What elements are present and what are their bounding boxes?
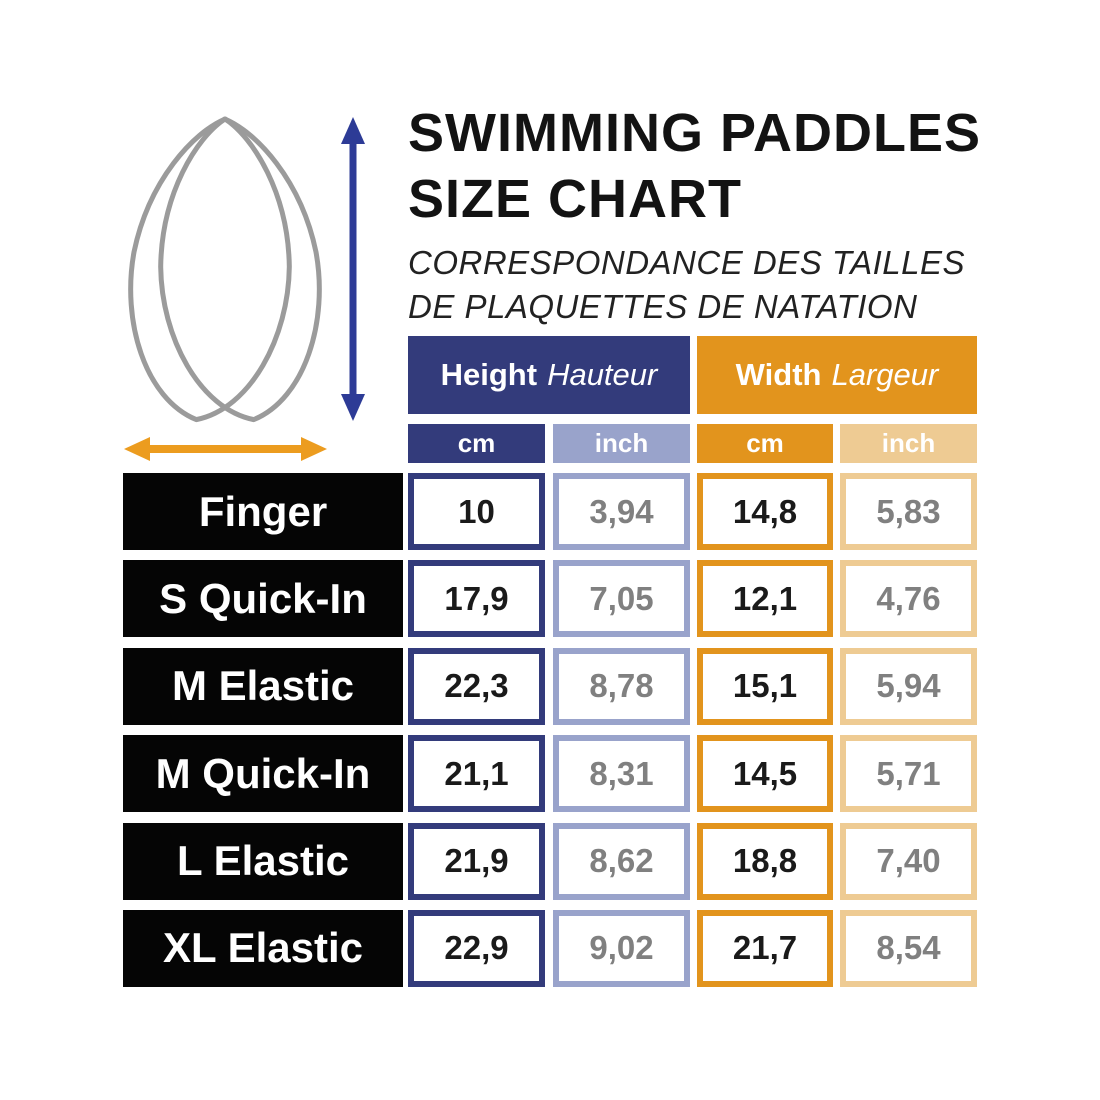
width-cm-value: 21,7 xyxy=(697,909,833,987)
page-title-line-2: SIZE CHART xyxy=(408,169,742,229)
width-inch-value: 4,76 xyxy=(840,560,977,638)
horizontal-double-arrow-icon xyxy=(124,437,327,461)
table-row-l-elastic: L Elastic 21,9 8,62 18,8 7,40 xyxy=(123,822,977,900)
height-inch-value: 7,05 xyxy=(553,560,690,638)
height-cm-value: 21,1 xyxy=(408,735,545,813)
unit-header-width-cm: cm xyxy=(697,424,833,463)
unit-header-height-cm: cm xyxy=(408,424,545,463)
height-inch-value: 8,31 xyxy=(553,735,690,813)
unit-header-width-inch: inch xyxy=(840,424,977,463)
row-label: M Quick-In xyxy=(123,735,403,813)
width-cm-value: 14,5 xyxy=(697,735,833,813)
row-label: M Elastic xyxy=(123,647,403,725)
width-label-en: Width xyxy=(735,357,822,392)
height-inch-value: 3,94 xyxy=(553,473,690,550)
width-label-fr: Largeur xyxy=(831,357,939,392)
subtitle-line-2: DE PLAQUETTES DE NATATION xyxy=(408,288,918,325)
page-title-line-1: SWIMMING PADDLES xyxy=(408,103,981,163)
paddle-outline-icon xyxy=(128,116,322,423)
width-inch-value: 5,83 xyxy=(840,473,977,550)
table-row-m-elastic: M Elastic 22,3 8,78 15,1 5,94 xyxy=(123,647,977,725)
row-label: L Elastic xyxy=(123,822,403,900)
height-label-fr: Hauteur xyxy=(547,357,658,392)
table-row-s-quick-in: S Quick-In 17,9 7,05 12,1 4,76 xyxy=(123,560,977,638)
title-block: SWIMMING PADDLES SIZE CHART CORRESPONDAN… xyxy=(408,100,1008,329)
height-inch-value: 9,02 xyxy=(553,909,690,987)
height-label-en: Height xyxy=(440,357,538,392)
table-row-finger: Finger 10 3,94 14,8 5,83 xyxy=(123,473,977,550)
row-label: S Quick-In xyxy=(123,560,403,638)
width-inch-value: 8,54 xyxy=(840,909,977,987)
paddle-illustration xyxy=(124,116,365,461)
subtitle-line-1: CORRESPONDANCE DES TAILLES xyxy=(408,244,966,281)
width-cm-value: 12,1 xyxy=(697,560,833,638)
height-cm-value: 21,9 xyxy=(408,822,545,900)
size-table-rows: Finger 10 3,94 14,8 5,83 S Quick-In 17,9… xyxy=(123,473,977,987)
table-row-xl-elastic: XL Elastic 22,9 9,02 21,7 8,54 xyxy=(123,909,977,987)
row-label: Finger xyxy=(123,473,403,550)
subtitle-block: CORRESPONDANCE DES TAILLES DE PLAQUETTES… xyxy=(408,241,1008,329)
width-inch-value: 5,71 xyxy=(840,735,977,813)
height-column-header: Height Hauteur xyxy=(408,336,690,414)
height-cm-value: 22,3 xyxy=(408,647,545,725)
height-inch-value: 8,78 xyxy=(553,647,690,725)
width-inch-value: 7,40 xyxy=(840,822,977,900)
vertical-double-arrow-icon xyxy=(341,117,365,421)
width-column-header: Width Largeur xyxy=(697,336,977,414)
width-cm-value: 15,1 xyxy=(697,647,833,725)
unit-header-height-inch: inch xyxy=(553,424,690,463)
height-inch-value: 8,62 xyxy=(553,822,690,900)
width-cm-value: 18,8 xyxy=(697,822,833,900)
table-row-m-quick-in: M Quick-In 21,1 8,31 14,5 5,71 xyxy=(123,735,977,813)
row-label: XL Elastic xyxy=(123,909,403,987)
height-cm-value: 10 xyxy=(408,473,545,550)
height-cm-value: 22,9 xyxy=(408,909,545,987)
height-cm-value: 17,9 xyxy=(408,560,545,638)
width-inch-value: 5,94 xyxy=(840,647,977,725)
width-cm-value: 14,8 xyxy=(697,473,833,550)
